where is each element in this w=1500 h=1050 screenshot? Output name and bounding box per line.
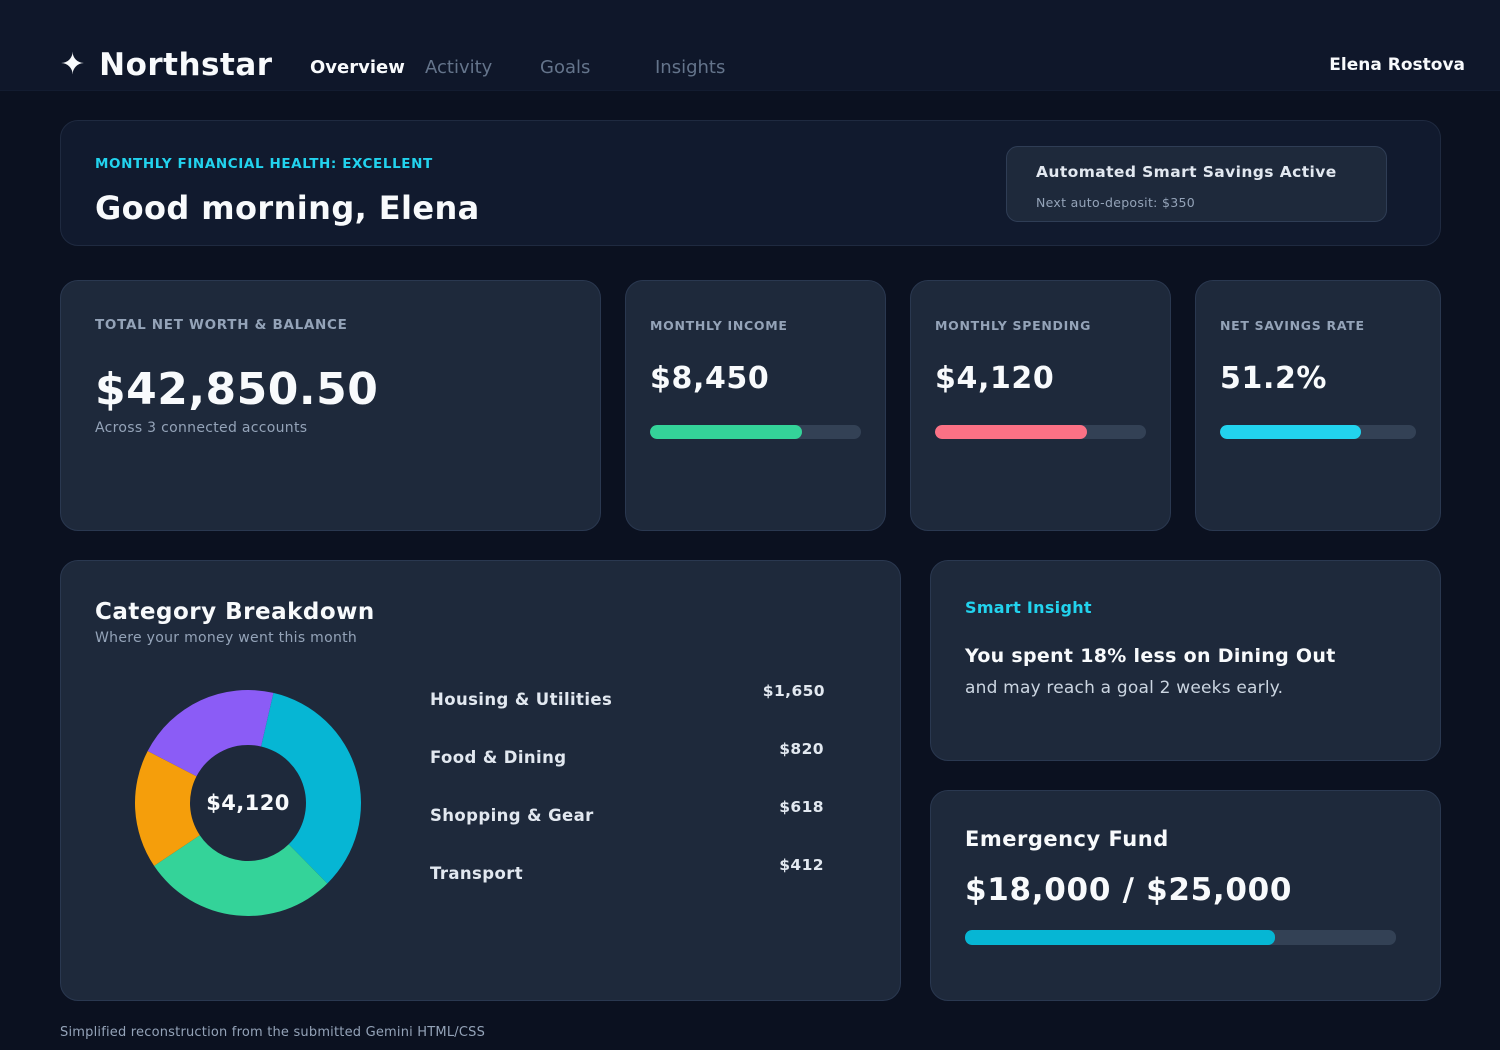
smart-savings-card[interactable]: Automated Smart Savings Active Next auto…: [1006, 146, 1387, 222]
smart-insight-label: Smart Insight: [965, 598, 1092, 617]
category-breakdown-title: Category Breakdown: [95, 599, 375, 625]
stat-value: 51.2%: [1220, 361, 1328, 396]
progress-fill: [650, 425, 802, 439]
category-breakdown-subtitle: Where your money went this month: [95, 630, 358, 646]
progress-fill: [935, 425, 1087, 439]
emergency-fund-amount: $18,000 / $25,000: [965, 872, 1293, 908]
stat-label: NET SAVINGS RATE: [1220, 318, 1365, 333]
donut-slice-2: [135, 750, 200, 866]
progress-track: [935, 425, 1146, 439]
category-amount-transport: $412: [779, 856, 824, 874]
net-worth-value: $42,850.50: [95, 364, 379, 415]
monthly-income-card: MONTHLY INCOME $8,450: [625, 280, 886, 531]
category-name-shopping: Shopping & Gear: [430, 806, 594, 825]
spending-donut-chart: $4,120: [135, 690, 361, 916]
donut-slice-3: [147, 690, 274, 777]
footer-note: Simplified reconstruction from the submi…: [60, 1025, 486, 1040]
tab-overview[interactable]: Overview: [310, 57, 405, 78]
monthly-spending-card: MONTHLY SPENDING $4,120: [910, 280, 1171, 531]
net-worth-label: TOTAL NET WORTH & BALANCE: [95, 317, 348, 333]
brand[interactable]: ✦ Northstar: [60, 46, 273, 84]
progress-fill: [1220, 425, 1362, 439]
donut-svg: [135, 690, 361, 916]
user-name[interactable]: Elena Rostova: [1329, 55, 1465, 75]
greeting-heading: Good morning, Elena: [95, 189, 480, 227]
category-breakdown-card: Category Breakdown Where your money went…: [60, 560, 901, 1001]
category-amount-shopping: $618: [779, 798, 824, 816]
progress-track: [1220, 425, 1416, 439]
donut-center-total: $4,120: [206, 791, 290, 815]
tab-insights[interactable]: Insights: [655, 57, 726, 78]
stat-label: MONTHLY INCOME: [650, 318, 788, 333]
net-savings-rate-card: NET SAVINGS RATE 51.2%: [1195, 280, 1441, 531]
donut-slice-1: [154, 835, 328, 916]
emergency-fund-progress-fill: [965, 930, 1276, 945]
star-logo-icon: ✦: [60, 47, 86, 82]
stat-label: MONTHLY SPENDING: [935, 318, 1092, 333]
emergency-fund-progress-track: [965, 930, 1396, 945]
top-navigation-bar: ✦ Northstar Overview Activity Goals Insi…: [0, 0, 1500, 91]
progress-track: [650, 425, 861, 439]
stat-value: $4,120: [935, 361, 1055, 396]
smart-savings-title: Automated Smart Savings Active: [1036, 163, 1337, 181]
emergency-fund-card: Emergency Fund $18,000 / $25,000: [930, 790, 1441, 1001]
net-worth-card: TOTAL NET WORTH & BALANCE $42,850.50 Acr…: [60, 280, 601, 531]
donut-slice-0: [261, 692, 361, 884]
brand-name: Northstar: [99, 47, 273, 83]
health-banner: MONTHLY FINANCIAL HEALTH: EXCELLENT Good…: [60, 120, 1441, 246]
stat-value: $8,450: [650, 361, 770, 396]
category-name-food: Food & Dining: [430, 748, 567, 767]
category-name-transport: Transport: [430, 864, 524, 883]
emergency-fund-title: Emergency Fund: [965, 827, 1169, 851]
next-deposit-text: Next auto-deposit: $350: [1036, 195, 1195, 210]
tab-goals[interactable]: Goals: [540, 57, 591, 78]
smart-insight-card: Smart Insight You spent 18% less on Dini…: [930, 560, 1441, 761]
category-amount-housing: $1,650: [762, 682, 825, 700]
tab-activity[interactable]: Activity: [425, 57, 493, 78]
net-worth-subtext: Across 3 connected accounts: [95, 420, 308, 436]
category-amount-food: $820: [779, 740, 824, 758]
category-name-housing: Housing & Utilities: [430, 690, 613, 709]
insight-headline: You spent 18% less on Dining Out: [965, 645, 1336, 667]
health-status-label: MONTHLY FINANCIAL HEALTH: EXCELLENT: [95, 156, 433, 172]
insight-body: and may reach a goal 2 weeks early.: [965, 678, 1284, 698]
